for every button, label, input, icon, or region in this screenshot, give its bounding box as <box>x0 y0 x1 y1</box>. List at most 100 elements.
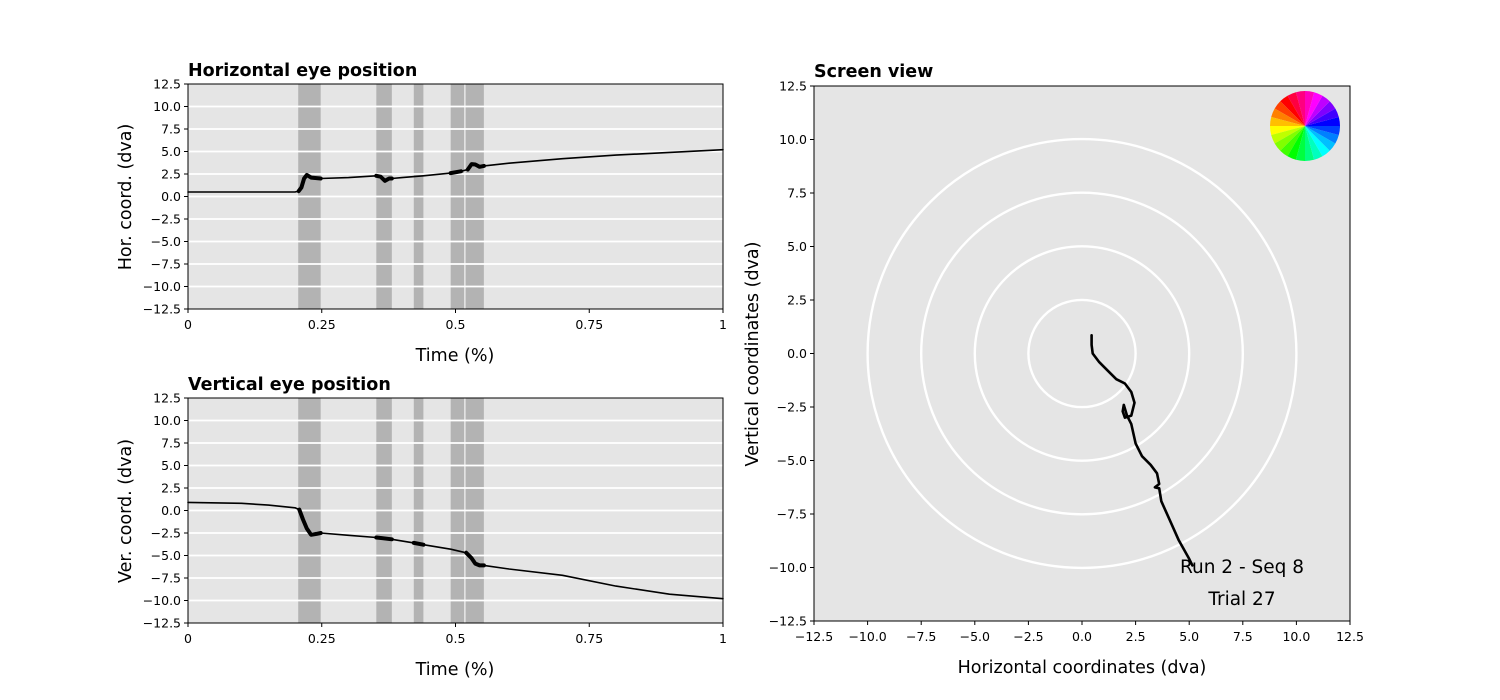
y-tick-label: 7.5 <box>161 122 181 137</box>
color-wheel-segment <box>1274 126 1305 151</box>
x-tick-label: 12.5 <box>1336 629 1364 644</box>
y-tick-label: 12.5 <box>153 391 181 406</box>
screen-view-xlabel: Horizontal coordinates (dva) <box>958 658 1207 678</box>
color-wheel-segment <box>1305 91 1315 126</box>
color-wheel-segment <box>1280 95 1305 126</box>
y-tick-label: 2.5 <box>161 167 181 182</box>
horizontal-eye-position-chart: 12.5 10.0 7.5 5.0 2.5 0.0 −2.5 −5.0 −7.5 −10.0 −12… <box>143 77 727 333</box>
y-tick-label: 0.0 <box>787 346 807 361</box>
y-tick-label: 10.0 <box>153 413 181 428</box>
x-tick-label: 5.0 <box>1179 629 1199 644</box>
saccade-trace <box>411 540 426 547</box>
horizontal-chart-title: Horizontal eye position <box>188 61 417 81</box>
y-tick-label: −2.5 <box>151 526 181 541</box>
color-wheel-segment <box>1271 126 1305 144</box>
x-tick-label: −7.5 <box>906 629 936 644</box>
x-tick-label: 1 <box>719 631 727 646</box>
color-wheel-segment <box>1287 126 1305 160</box>
color-wheel-segment <box>1305 95 1330 126</box>
y-tick-label: −10.0 <box>143 593 181 608</box>
y-tick-label: −12.5 <box>143 302 181 317</box>
x-tick-label: 0.5 <box>446 317 466 332</box>
x-tick-label: 2.5 <box>1126 629 1146 644</box>
x-tick-label: 0.25 <box>308 317 336 332</box>
y-tick-label: 7.5 <box>161 436 181 451</box>
x-tick-label: 0.0 <box>1072 629 1092 644</box>
color-wheel-segment <box>1305 108 1339 126</box>
x-tick-label: −10.0 <box>848 629 886 644</box>
y-tick-label: 7.5 <box>787 186 807 201</box>
eccentricity-circle <box>920 191 1245 516</box>
x-tick-label: 1 <box>719 317 727 332</box>
y-tick-label: −5.0 <box>151 234 181 249</box>
y-tick-label: 5.0 <box>161 144 181 159</box>
eccentricity-circle <box>1027 298 1137 409</box>
y-tick-label: 12.5 <box>153 77 181 92</box>
color-wheel-segment <box>1295 91 1305 126</box>
x-tick-label: 0 <box>184 317 192 332</box>
color-wheel-icon <box>1269 91 1340 162</box>
screen-plot-area <box>814 86 1350 621</box>
y-tick-label: 0.0 <box>161 189 181 204</box>
x-tick-label: −5.0 <box>960 629 990 644</box>
y-tick-label: −12.5 <box>769 614 807 629</box>
x-tick-label: 0.75 <box>575 631 603 646</box>
eccentricity-circle <box>973 245 1191 462</box>
y-tick-label: −2.5 <box>151 212 181 227</box>
x-tick-label: 0.5 <box>446 631 466 646</box>
y-tick-label: 12.5 <box>779 79 807 94</box>
horizontal-chart-xlabel: Time (%) <box>415 346 495 366</box>
run-seq-annotation: Run 2 - Seq 8 <box>1180 557 1304 578</box>
y-tick-label: −7.5 <box>777 507 807 522</box>
y-tick-label: −10.0 <box>143 279 181 294</box>
color-wheel-segment <box>1269 126 1305 136</box>
y-tick-label: −5.0 <box>151 548 181 563</box>
x-tick-label: −12.5 <box>795 629 833 644</box>
horizontal-chart-ylabel: Hor. coord. (dva) <box>116 124 136 271</box>
y-tick-label: −2.5 <box>777 400 807 415</box>
vertical-chart-ylabel: Ver. coord. (dva) <box>116 439 136 583</box>
y-tick-label: 5.0 <box>787 239 807 254</box>
y-tick-label: 2.5 <box>161 481 181 496</box>
color-wheel-segment <box>1287 92 1305 126</box>
color-wheel-segment <box>1305 92 1323 126</box>
screen-view-ylabel: Vertical coordinates (dva) <box>743 242 763 467</box>
x-tick-label: 0.25 <box>308 631 336 646</box>
saccade-trace <box>374 173 394 183</box>
saccade-trace <box>465 162 486 172</box>
saccade-trace <box>374 535 394 542</box>
y-tick-label: −7.5 <box>151 257 181 272</box>
color-wheel-segment <box>1305 126 1340 136</box>
vertical-chart-xlabel: Time (%) <box>415 660 495 680</box>
x-tick-label: 10.0 <box>1282 629 1310 644</box>
trial-annotation: Trial 27 <box>1207 589 1275 610</box>
color-wheel-segment <box>1274 101 1305 126</box>
eccentricity-circle <box>866 137 1298 570</box>
saccade-trace <box>464 550 486 568</box>
color-wheel-segment <box>1269 116 1305 126</box>
y-tick-label: −10.0 <box>769 560 807 575</box>
color-wheel-segment <box>1271 108 1305 126</box>
vertical-eye-position-chart: 12.5 10.0 7.5 5.0 2.5 0.0 −2.5 −5.0 −7.5 −10.0 −12… <box>143 391 727 647</box>
y-tick-label: 5.0 <box>161 458 181 473</box>
saccade-trace <box>448 169 463 176</box>
screen-view-title: Screen view <box>814 62 933 82</box>
color-wheel-segment <box>1305 126 1339 144</box>
saccade-trace <box>296 172 323 194</box>
screen-view-chart: 12.5 10.0 7.5 5.0 2.5 0.0 −2.5 −5.0 −7.5 −10.0 −12… <box>769 79 1364 645</box>
y-tick-label: 0.0 <box>161 503 181 518</box>
color-wheel-segment <box>1295 126 1305 162</box>
y-tick-label: −5.0 <box>777 453 807 468</box>
gaze-trace <box>1090 334 1194 567</box>
color-wheel-segment <box>1305 116 1340 126</box>
y-tick-label: −7.5 <box>151 571 181 586</box>
color-wheel-segment <box>1305 101 1336 126</box>
x-tick-label: 7.5 <box>1233 629 1253 644</box>
y-tick-label: 10.0 <box>779 132 807 147</box>
vertical-chart-title: Vertical eye position <box>188 375 391 395</box>
saccade-trace <box>297 507 323 537</box>
y-tick-label: 10.0 <box>153 99 181 114</box>
color-wheel-segment <box>1305 126 1315 161</box>
x-tick-label: 0.75 <box>575 317 603 332</box>
